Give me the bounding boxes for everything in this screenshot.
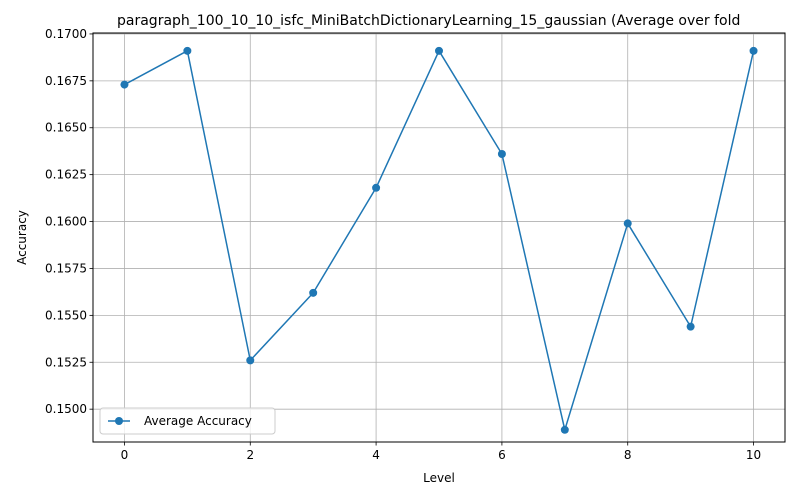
legend-marker-swatch: [115, 417, 123, 425]
data-point: [372, 183, 381, 192]
data-point: [246, 356, 255, 365]
data-point: [749, 46, 758, 55]
x-tick-label: 4: [372, 448, 380, 462]
legend-label: Average Accuracy: [144, 414, 252, 428]
y-tick-label: 0.1650: [45, 121, 87, 135]
series-line: [124, 50, 755, 431]
y-tick-label: 0.1575: [45, 261, 87, 275]
x-axis-label: Level: [423, 471, 455, 485]
y-tick-label: 0.1550: [45, 308, 87, 322]
x-tick-label: 0: [121, 448, 129, 462]
data-point: [309, 288, 318, 297]
y-tick-label: 0.1600: [45, 215, 87, 229]
data-point: [623, 219, 632, 228]
legend: Average Accuracy: [99, 407, 276, 435]
data-point: [686, 322, 695, 331]
y-tick-label: 0.1675: [45, 74, 87, 88]
x-tick-label: 6: [498, 448, 506, 462]
axis-ticks: 0 2 4 6 8 10 0.1500 0.1525 0.1550 0.1575 0.1600 0.1…: [45, 27, 761, 462]
data-point: [435, 46, 443, 55]
legend-box: [99, 407, 276, 435]
data-point: [183, 46, 192, 55]
y-axis-label: Accuracy: [15, 210, 29, 265]
grid-lines: [93, 33, 785, 442]
data-point: [560, 425, 569, 434]
x-tick-label: 2: [246, 448, 254, 462]
x-tick-label: 8: [624, 448, 632, 462]
x-tick-label: 10: [746, 448, 761, 462]
y-tick-label: 0.1500: [45, 402, 87, 416]
data-point: [120, 80, 129, 89]
y-tick-label: 0.1700: [45, 27, 87, 41]
chart-title: paragraph_100_10_10_isfc_MiniBatchDictio…: [117, 13, 740, 29]
series-average-accuracy: [120, 46, 758, 434]
y-tick-label: 0.1525: [45, 355, 87, 369]
y-tick-label: 0.1625: [45, 168, 87, 182]
data-point: [497, 150, 506, 159]
plot-area-frame: [92, 32, 786, 443]
